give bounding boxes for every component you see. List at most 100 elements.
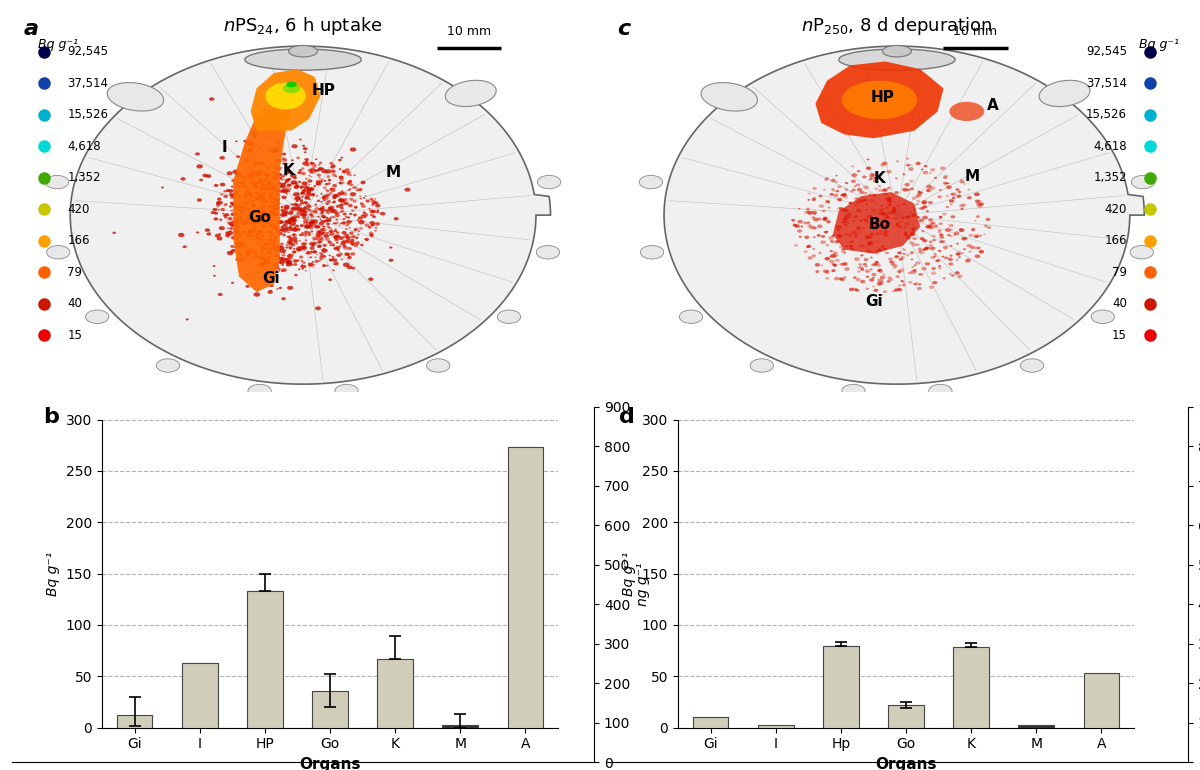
Ellipse shape [497, 310, 521, 323]
Ellipse shape [929, 172, 931, 174]
Ellipse shape [313, 210, 318, 213]
Ellipse shape [342, 169, 347, 173]
Ellipse shape [311, 188, 312, 189]
Ellipse shape [293, 215, 298, 219]
Text: Gi: Gi [865, 294, 882, 309]
Ellipse shape [894, 191, 899, 194]
Ellipse shape [246, 217, 251, 220]
Ellipse shape [319, 213, 323, 215]
Ellipse shape [276, 191, 280, 193]
Ellipse shape [302, 147, 307, 150]
Ellipse shape [823, 216, 828, 219]
Ellipse shape [248, 176, 253, 179]
Ellipse shape [325, 203, 329, 205]
Ellipse shape [344, 253, 349, 256]
Ellipse shape [370, 198, 373, 201]
Ellipse shape [844, 209, 848, 213]
Ellipse shape [319, 229, 322, 230]
Ellipse shape [214, 212, 218, 215]
Ellipse shape [911, 213, 917, 217]
Ellipse shape [302, 192, 305, 193]
Ellipse shape [298, 249, 300, 250]
Ellipse shape [806, 245, 811, 248]
Ellipse shape [323, 216, 326, 219]
Ellipse shape [319, 253, 322, 254]
Ellipse shape [341, 207, 343, 209]
Ellipse shape [949, 255, 953, 256]
Ellipse shape [300, 224, 304, 227]
Ellipse shape [906, 236, 911, 239]
Ellipse shape [272, 208, 276, 211]
Ellipse shape [270, 200, 275, 204]
Bar [1123, 699, 1169, 762]
Ellipse shape [248, 384, 271, 398]
Ellipse shape [836, 234, 842, 238]
Ellipse shape [274, 223, 275, 225]
Ellipse shape [214, 217, 218, 220]
Ellipse shape [358, 216, 362, 219]
Ellipse shape [894, 256, 899, 259]
Ellipse shape [275, 206, 278, 208]
Ellipse shape [826, 220, 830, 223]
Ellipse shape [254, 192, 259, 195]
Ellipse shape [943, 182, 948, 185]
Ellipse shape [880, 294, 883, 296]
Ellipse shape [235, 229, 239, 230]
Ellipse shape [296, 208, 302, 212]
Ellipse shape [838, 198, 842, 201]
Ellipse shape [227, 231, 233, 235]
Ellipse shape [264, 199, 268, 203]
Ellipse shape [322, 248, 326, 252]
Text: c: c [618, 19, 631, 39]
Ellipse shape [928, 219, 934, 222]
Ellipse shape [278, 177, 282, 180]
Ellipse shape [930, 168, 935, 172]
Ellipse shape [964, 183, 966, 185]
Ellipse shape [252, 228, 256, 231]
Ellipse shape [220, 193, 223, 196]
Ellipse shape [354, 229, 356, 231]
Ellipse shape [263, 239, 265, 241]
Ellipse shape [806, 246, 810, 248]
Ellipse shape [355, 241, 360, 245]
Ellipse shape [292, 263, 294, 266]
Ellipse shape [182, 246, 187, 248]
Ellipse shape [260, 206, 266, 209]
Ellipse shape [869, 174, 875, 177]
Ellipse shape [259, 180, 264, 182]
Ellipse shape [949, 229, 953, 231]
Ellipse shape [342, 218, 346, 220]
Ellipse shape [943, 246, 948, 249]
Ellipse shape [251, 176, 254, 179]
Ellipse shape [304, 186, 310, 189]
Ellipse shape [287, 261, 289, 263]
Ellipse shape [316, 182, 322, 186]
Ellipse shape [319, 162, 323, 164]
Ellipse shape [347, 216, 350, 219]
Ellipse shape [942, 256, 944, 257]
Ellipse shape [372, 203, 374, 205]
Ellipse shape [300, 266, 302, 267]
Ellipse shape [871, 263, 876, 266]
Ellipse shape [318, 260, 320, 262]
Ellipse shape [808, 211, 812, 215]
Ellipse shape [280, 177, 282, 179]
Ellipse shape [313, 266, 314, 268]
Ellipse shape [362, 197, 365, 199]
Ellipse shape [278, 261, 282, 263]
Ellipse shape [343, 263, 349, 267]
Ellipse shape [883, 274, 886, 276]
Ellipse shape [311, 225, 313, 226]
Ellipse shape [262, 226, 265, 228]
Ellipse shape [348, 180, 353, 183]
Ellipse shape [230, 252, 233, 253]
Ellipse shape [862, 254, 864, 256]
Ellipse shape [361, 215, 366, 218]
Ellipse shape [905, 223, 910, 226]
Ellipse shape [371, 200, 376, 203]
Ellipse shape [289, 217, 295, 222]
Ellipse shape [238, 179, 240, 182]
Ellipse shape [332, 216, 335, 218]
Ellipse shape [268, 217, 270, 219]
Ellipse shape [278, 257, 284, 261]
